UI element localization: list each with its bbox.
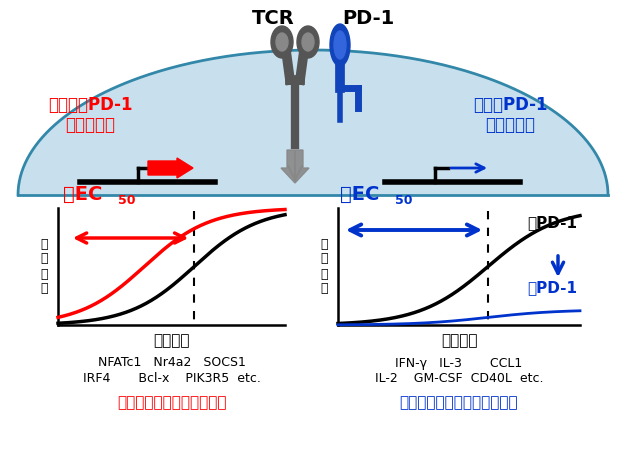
Text: IL-2    GM-CSF  CD40L  etc.: IL-2 GM-CSF CD40L etc.	[375, 371, 543, 385]
Text: 响
应
幅
度: 响 应 幅 度	[40, 237, 48, 296]
Text: IRF4       Bcl-x    PIK3R5  etc.: IRF4 Bcl-x PIK3R5 etc.	[83, 371, 260, 385]
Polygon shape	[18, 50, 608, 195]
Text: 容易被PD-1: 容易被PD-1	[473, 96, 547, 114]
Text: 不容易被PD-1: 不容易被PD-1	[48, 96, 132, 114]
Ellipse shape	[297, 26, 319, 58]
Text: 50: 50	[395, 194, 413, 207]
Text: 响
应
幅
度: 响 应 幅 度	[321, 237, 328, 296]
FancyArrow shape	[281, 150, 309, 183]
Ellipse shape	[302, 33, 314, 51]
Text: 抑制的基因: 抑制的基因	[65, 116, 115, 134]
Text: NFATc1   Nr4a2   SOCS1: NFATc1 Nr4a2 SOCS1	[98, 357, 245, 369]
Text: 有PD-1: 有PD-1	[527, 280, 577, 296]
Ellipse shape	[330, 24, 350, 66]
Text: 细胞因子、效应子、免疫调控: 细胞因子、效应子、免疫调控	[399, 396, 518, 410]
Text: 抑制的基因: 抑制的基因	[485, 116, 535, 134]
Ellipse shape	[276, 33, 288, 51]
Text: TCR: TCR	[252, 9, 294, 28]
Text: 低EC: 低EC	[340, 185, 379, 203]
Ellipse shape	[334, 31, 346, 59]
Text: PD-1: PD-1	[342, 9, 394, 28]
Ellipse shape	[271, 26, 293, 58]
Text: 刺激强度: 刺激强度	[153, 334, 190, 348]
Text: 转录、细胞凋亡、信号转导: 转录、细胞凋亡、信号转导	[117, 396, 226, 410]
Text: 刺激强度: 刺激强度	[441, 334, 477, 348]
FancyArrow shape	[148, 158, 193, 178]
Text: 低EC: 低EC	[63, 185, 103, 203]
Text: 无PD-1: 无PD-1	[527, 215, 577, 230]
Text: IFN-γ   IL-3       CCL1: IFN-γ IL-3 CCL1	[396, 357, 523, 369]
Text: 50: 50	[118, 194, 135, 207]
